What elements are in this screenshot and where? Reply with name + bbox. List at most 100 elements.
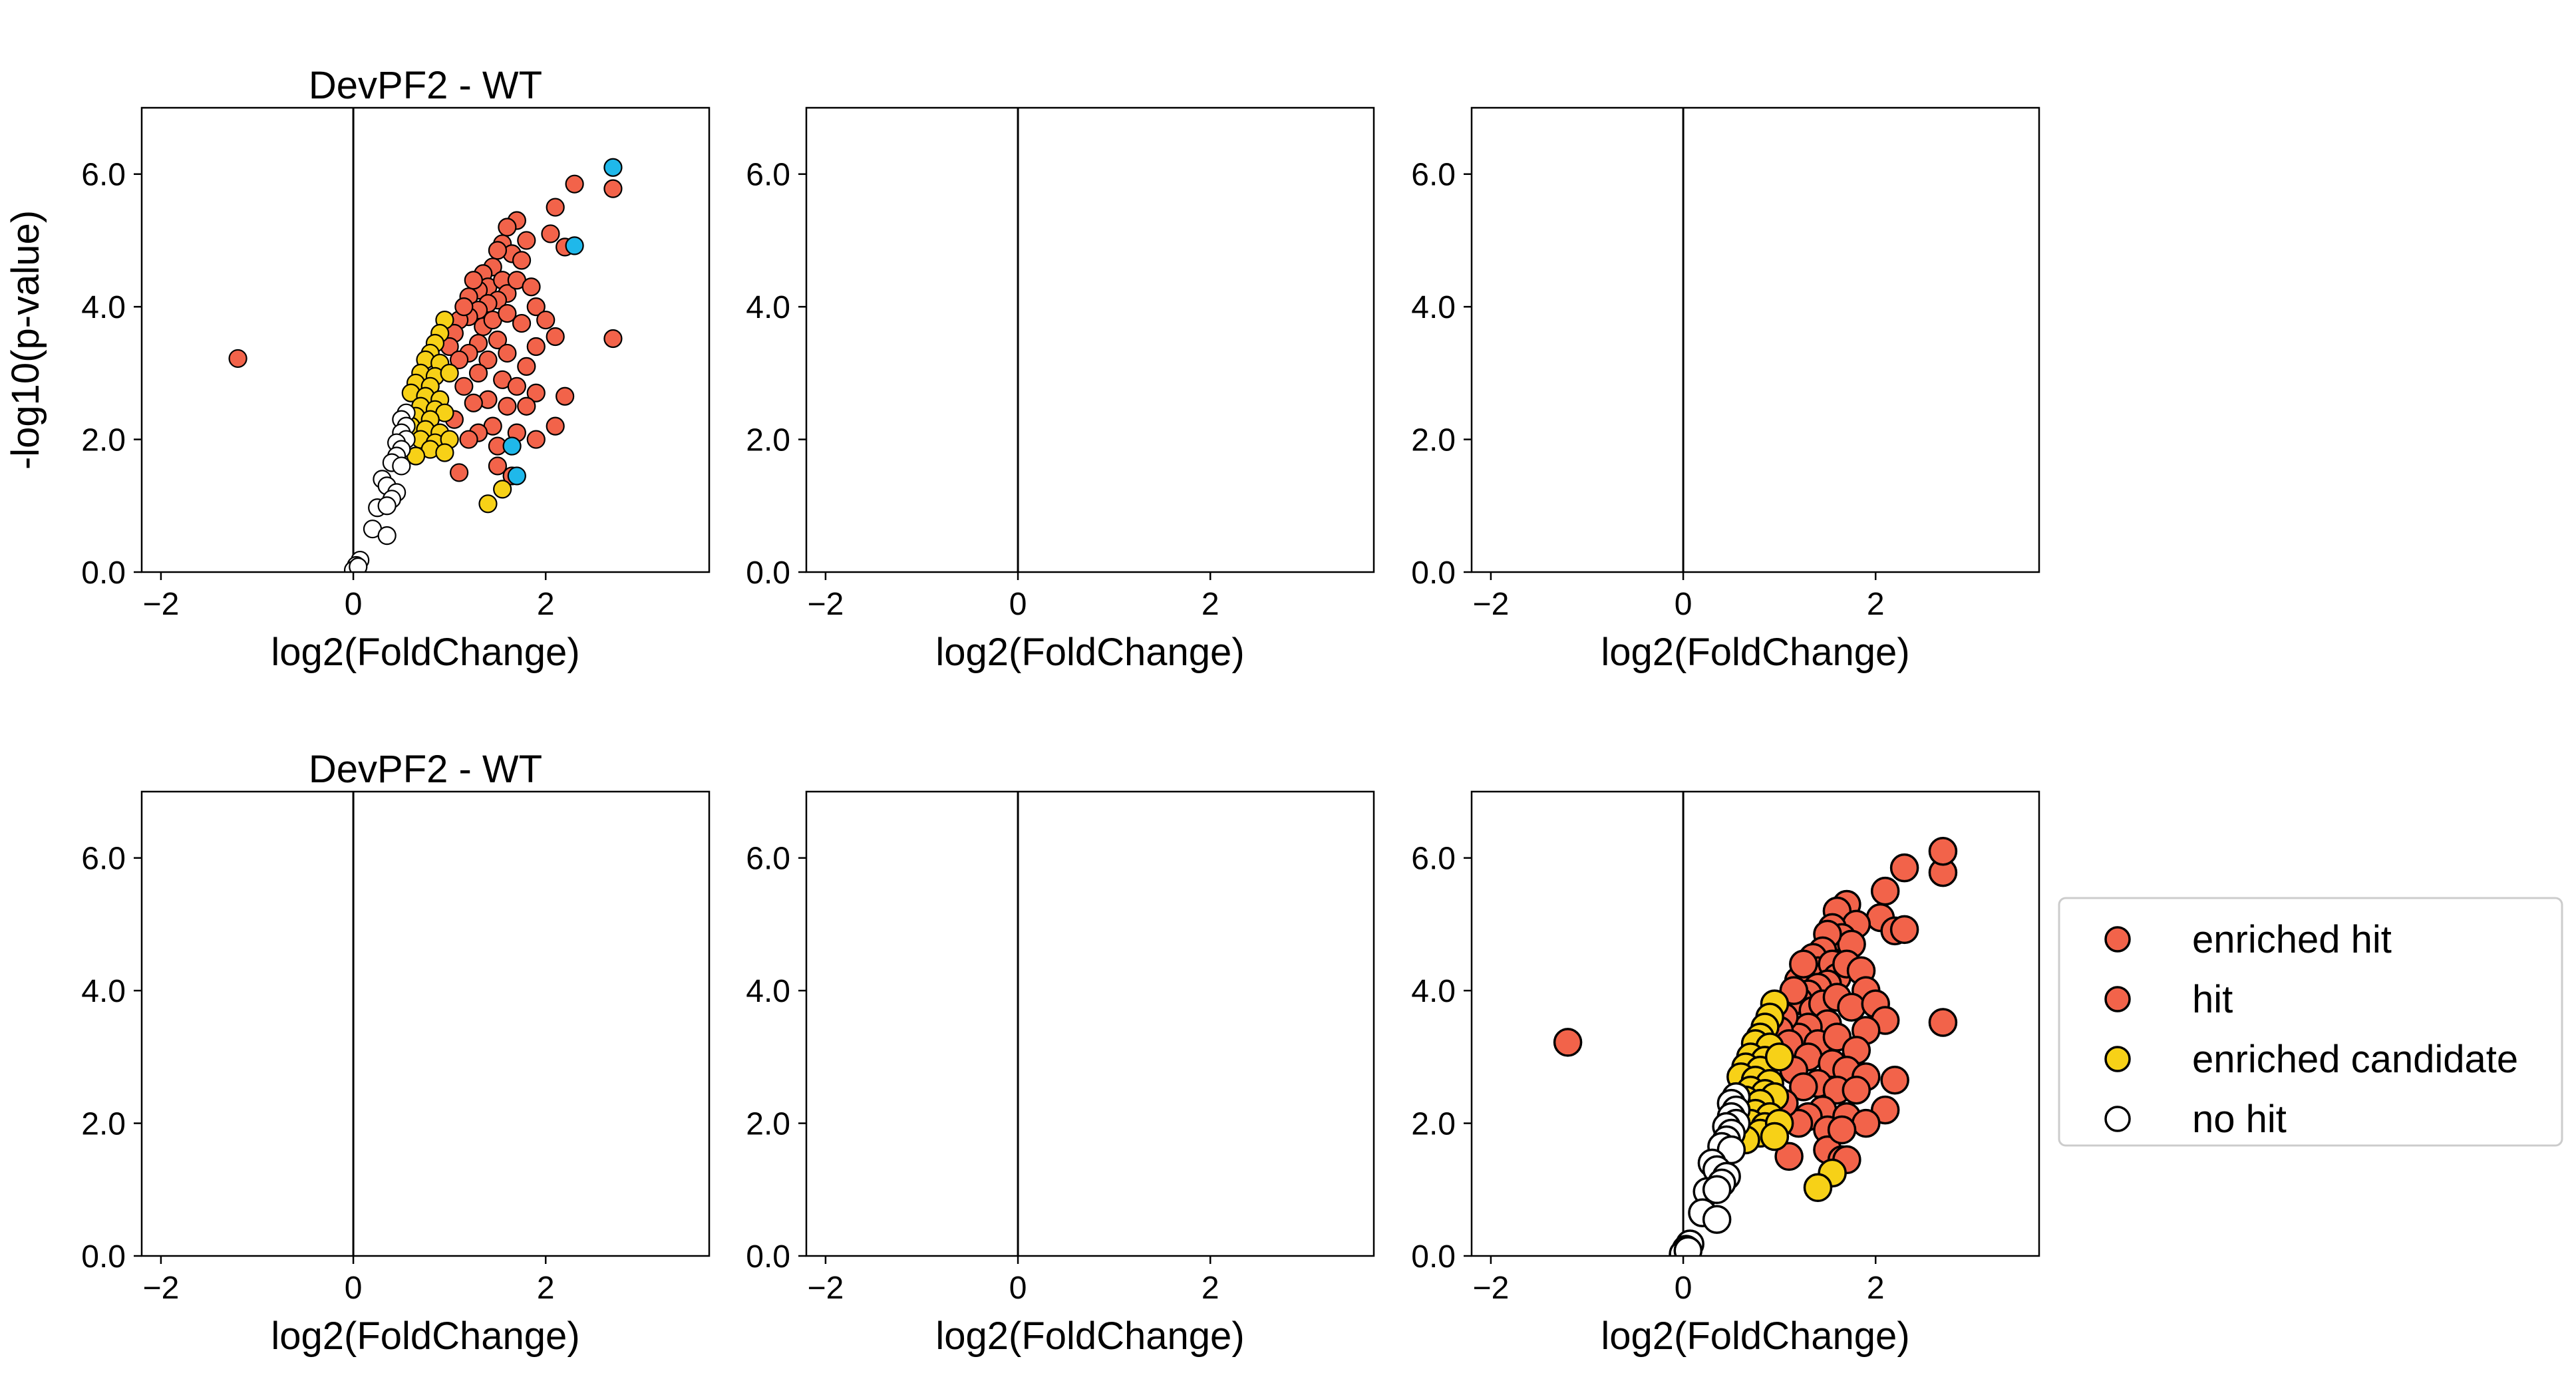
data-point-enriched-hit (488, 241, 508, 260)
y-tick-label: 0.0 (1411, 1239, 1456, 1275)
data-point-enriched-hit (450, 463, 469, 482)
data-point-enriched-hit (565, 174, 584, 194)
data-point-enriched-hit (1870, 876, 1900, 906)
data-point-enriched-hit (1837, 993, 1866, 1022)
legend-marker (2104, 986, 2131, 1012)
data-point-enriched-candidate (440, 363, 459, 383)
y-tick-label: 2.0 (81, 1107, 126, 1142)
data-point-highlight (565, 236, 584, 255)
y-tick-label: 2.0 (1411, 423, 1456, 458)
x-tick-label: −2 (143, 587, 180, 622)
data-point-enriched-candidate (435, 443, 454, 462)
data-point-enriched-hit (556, 386, 575, 406)
data-point-enriched-hit (1789, 949, 1818, 979)
y-tick-label: 6.0 (1411, 842, 1456, 877)
y-tick-label: 6.0 (746, 158, 790, 193)
data-point-no-hit (1673, 1236, 1703, 1256)
x-tick-label: 2 (537, 587, 555, 622)
y-tick-label: 4.0 (1411, 290, 1456, 325)
y-tick-label: 6.0 (1411, 158, 1456, 193)
x-tick-label: −2 (808, 1271, 844, 1306)
x-tick-label: 0 (1675, 587, 1692, 622)
data-point-highlight (603, 158, 623, 177)
x-tick-label: 0 (345, 1271, 363, 1306)
data-point-no-hit (1702, 1175, 1732, 1205)
y-tick-label: 2.0 (746, 423, 790, 458)
data-point-enriched-hit (512, 251, 532, 270)
data-point-enriched-hit (1827, 1115, 1857, 1145)
x-tick-label: −2 (1473, 1271, 1510, 1306)
data-point-enriched-hit (1928, 836, 1958, 866)
panel-title: DevPF2 - WT (309, 64, 542, 107)
x-tick-label: 0 (1009, 587, 1027, 622)
x-tick-label: −2 (143, 1271, 180, 1306)
x-tick-label: 2 (1867, 1271, 1885, 1306)
x-tick-label: 2 (1202, 1271, 1219, 1306)
panel-5: −2 0 2 0.0 2.0 4.0 6.0 log2(FoldChange) (746, 790, 1375, 1358)
panel-3: −2 0 2 0.0 2.0 4.0 6.0 log2(FoldChange) (1411, 106, 2040, 674)
data-point-enriched-candidate (1760, 1122, 1790, 1151)
axes-frame (140, 790, 711, 1257)
legend-label: no hit (2192, 1098, 2287, 1141)
data-point-enriched-hit (228, 349, 247, 369)
data-point-enriched-hit (1789, 1072, 1818, 1102)
data-point-enriched-hit (517, 396, 536, 416)
data-point-no-hit (1702, 1205, 1732, 1234)
panel-1: −2 0 2 0.0 2.0 4.0 6.0 log2(FoldChange) -log10(p… (4, 64, 711, 674)
data-point-enriched-hit (1842, 1075, 1871, 1105)
data-point-no-hit (392, 456, 411, 476)
x-axis-label: log2(FoldChange) (1601, 631, 1909, 674)
data-point-enriched-hit (1553, 1028, 1583, 1057)
panel-2: −2 0 2 0.0 2.0 4.0 6.0 log2(FoldChange) (746, 106, 1375, 674)
data-point-enriched-hit (536, 310, 556, 330)
data-point-enriched-hit (478, 350, 498, 370)
panel-title: DevPF2 - WT (309, 748, 542, 791)
data-point-enriched-hit (459, 430, 478, 449)
data-point-enriched-hit (498, 343, 517, 363)
data-point-enriched-hit (1928, 1008, 1958, 1037)
data-point-enriched-candidate (1764, 1042, 1794, 1072)
x-tick-label: −2 (1473, 587, 1510, 622)
axes-frame (1470, 106, 2040, 573)
x-tick-label: 0 (1009, 1271, 1027, 1306)
data-point-highlight (507, 466, 526, 486)
data-point-enriched-hit (1889, 915, 1919, 945)
data-point-enriched-hit (541, 224, 560, 243)
y-tick-label: 0.0 (81, 1239, 126, 1275)
y-tick-label: 0.0 (81, 555, 126, 591)
scatter-points (228, 158, 623, 572)
legend-marker (2104, 926, 2131, 953)
y-tick-label: 4.0 (746, 290, 790, 325)
y-tick-label: 2.0 (81, 423, 126, 458)
data-point-enriched-hit (526, 430, 546, 449)
data-point-enriched-hit (1880, 1066, 1909, 1095)
x-axis-label: log2(FoldChange) (935, 1314, 1244, 1358)
x-axis-label: log2(FoldChange) (935, 631, 1244, 674)
x-axis-label: log2(FoldChange) (271, 631, 579, 674)
x-tick-label: 0 (345, 587, 363, 622)
x-tick-label: 2 (1867, 587, 1885, 622)
y-tick-label: 0.0 (746, 1239, 790, 1275)
y-axis-label: -log10(p-value) (4, 210, 47, 470)
panel-4: −2 0 2 0.0 2.0 4.0 6.0 log2(FoldChange) DevPF2 -… (81, 748, 711, 1358)
y-tick-label: 4.0 (81, 290, 126, 325)
data-point-enriched-hit (507, 377, 526, 396)
data-point-enriched-hit (526, 297, 546, 317)
data-point-enriched-hit (1774, 1142, 1804, 1171)
y-tick-label: 4.0 (1411, 974, 1456, 1009)
data-point-enriched-hit (546, 327, 565, 347)
data-point-enriched-candidate (1803, 1173, 1833, 1203)
data-point-enriched-hit (450, 350, 469, 370)
x-axis-label: log2(FoldChange) (1601, 1314, 1909, 1358)
y-tick-label: 4.0 (746, 974, 790, 1009)
data-point-enriched-candidate (478, 494, 498, 514)
axes-frame (805, 790, 1375, 1257)
data-point-enriched-hit (488, 330, 508, 350)
x-axis-label: log2(FoldChange) (271, 1314, 579, 1358)
y-tick-label: 4.0 (81, 974, 126, 1009)
data-point-no-hit (349, 557, 368, 572)
axes-frame (1470, 790, 2040, 1257)
data-point-enriched-hit (488, 456, 508, 476)
y-tick-label: 2.0 (746, 1107, 790, 1142)
